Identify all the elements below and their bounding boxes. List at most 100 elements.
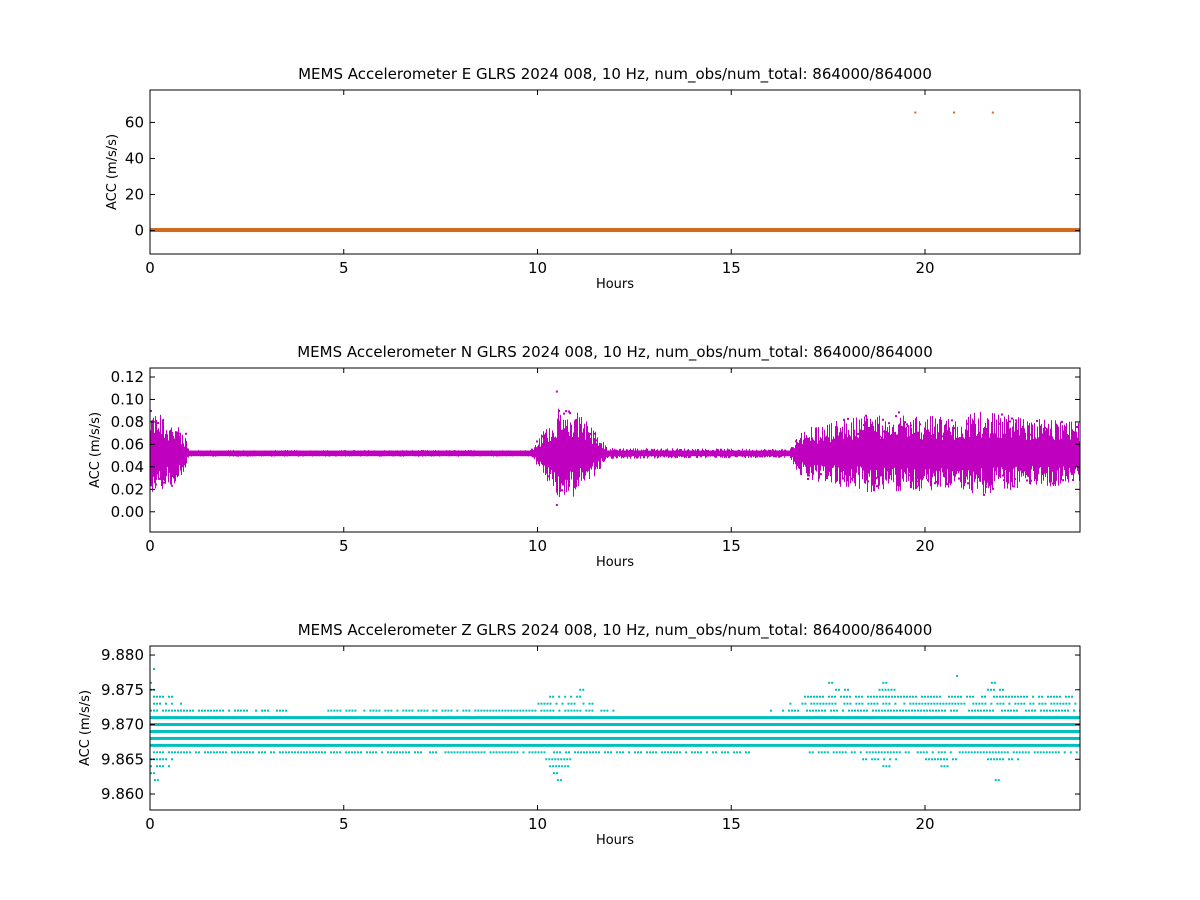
data-point (372, 751, 374, 754)
data-core (293, 450, 294, 457)
data-point (414, 751, 416, 754)
data-core (282, 450, 283, 457)
data-point (882, 765, 885, 768)
data-core (493, 450, 494, 457)
data-point (559, 751, 561, 754)
data-core (477, 450, 478, 457)
data-core (894, 450, 895, 457)
data-core (1074, 450, 1075, 457)
data-core (717, 450, 718, 457)
data-core (590, 450, 591, 457)
data-point (883, 751, 886, 754)
data-point (225, 751, 227, 754)
data-core (165, 450, 166, 457)
data-core (248, 450, 249, 457)
data-core (219, 450, 220, 457)
data-point (390, 709, 393, 712)
data-core (771, 450, 772, 457)
data-core (273, 450, 274, 457)
data-point (1008, 702, 1011, 705)
data-core (531, 450, 532, 457)
data-core (1016, 450, 1017, 457)
data-point (237, 751, 239, 754)
data-core (494, 450, 495, 457)
data-core (682, 450, 683, 457)
data-core (1068, 450, 1069, 457)
data-core (207, 450, 208, 457)
y-tick-label: 60 (125, 113, 144, 131)
data-point (432, 709, 435, 712)
data-core (390, 450, 391, 457)
data-point (261, 751, 263, 754)
data-core (163, 450, 164, 457)
x-tick-label: 10 (528, 537, 547, 555)
data-core (927, 450, 928, 457)
data-column (903, 415, 904, 482)
data-point (150, 681, 152, 684)
data-core (278, 450, 279, 457)
data-core (881, 450, 882, 457)
y-tick-label: 0 (134, 222, 144, 240)
data-core (236, 450, 237, 457)
data-core (610, 450, 611, 457)
data-core (882, 450, 883, 457)
data-point (945, 702, 948, 705)
data-core (189, 450, 190, 457)
data-core (383, 450, 384, 457)
data-core (184, 450, 185, 457)
data-core (577, 450, 578, 457)
data-core (187, 450, 188, 457)
data-point (1068, 702, 1071, 705)
data-column (931, 434, 932, 491)
data-core (998, 450, 999, 457)
data-core (1006, 450, 1007, 457)
data-core (1062, 450, 1063, 457)
data-point (831, 702, 834, 705)
data-core (1029, 450, 1030, 457)
data-point (549, 702, 552, 705)
data-core (1030, 450, 1031, 457)
data-core (689, 450, 690, 457)
data-core (381, 450, 382, 457)
data-core (624, 450, 625, 457)
data-point (972, 702, 975, 705)
data-point (902, 709, 904, 712)
data-core (662, 450, 663, 457)
data-core (958, 450, 959, 457)
data-column (812, 437, 813, 481)
data-point (261, 709, 263, 712)
data-core (473, 450, 474, 457)
x-tick-label: 5 (339, 537, 349, 555)
data-point (920, 709, 922, 712)
data-point (931, 751, 934, 754)
data-point (679, 751, 681, 754)
data-core (703, 450, 704, 457)
data-point (996, 695, 998, 698)
data-point (870, 695, 872, 698)
y-tick-label: 0.10 (111, 390, 144, 408)
data-core (245, 450, 246, 457)
data-point (507, 709, 510, 712)
data-core (1033, 450, 1034, 457)
y-axis-label: ACC (m/s/s) (105, 134, 120, 210)
data-core (371, 450, 372, 457)
data-core (769, 450, 770, 457)
data-point (411, 709, 414, 712)
data-column (830, 442, 831, 477)
data-core (871, 450, 872, 457)
data-point (811, 751, 814, 754)
data-point (996, 702, 999, 705)
data-core (175, 450, 176, 457)
data-core (222, 450, 223, 457)
data-point (354, 709, 357, 712)
data-point (606, 709, 609, 712)
data-core (522, 450, 523, 457)
data-point (276, 709, 278, 712)
data-core (719, 450, 720, 457)
data-core (237, 450, 238, 457)
data-column (578, 437, 579, 487)
data-column (567, 419, 568, 481)
data-core (311, 450, 312, 457)
data-core (599, 450, 600, 457)
data-core (1058, 450, 1059, 457)
